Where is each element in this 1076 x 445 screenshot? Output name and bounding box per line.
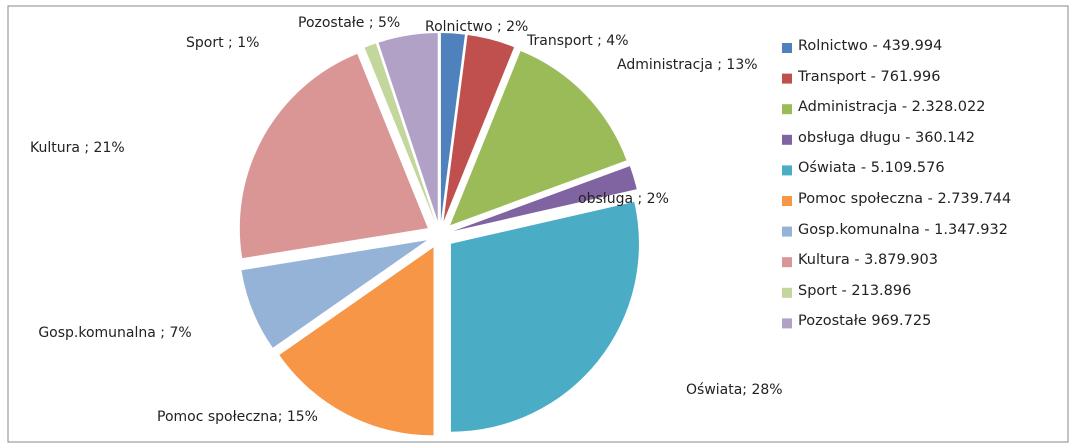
legend-swatch [782, 318, 792, 329]
legend-entry: Rolnictwo - 439.994 [798, 38, 943, 54]
legend-swatch [782, 43, 792, 53]
data-label: Sport ; 1% [186, 35, 260, 51]
data-label: Transport ; 4% [527, 33, 629, 49]
pie-slice [241, 240, 428, 348]
legend-swatch [782, 226, 792, 237]
legend-swatch [782, 196, 792, 206]
legend-entry: Oświata - 5.109.576 [798, 160, 945, 177]
pie-slice [450, 201, 639, 432]
pie-slice [450, 51, 627, 226]
data-label: Administracja ; 13% [617, 57, 758, 73]
data-label: Oświata; 28% [686, 382, 783, 398]
data-label: Pomoc społeczna; 15% [157, 409, 318, 425]
legend-entry: Administracja - 2.328.022 [798, 99, 986, 116]
data-label: Kultura ; 21% [30, 140, 125, 156]
data-label: Pozostałe ; 5% [298, 15, 401, 31]
legend-swatch [782, 104, 792, 115]
legend-swatch [782, 257, 792, 268]
pie-slice [239, 53, 428, 259]
legend-swatch [782, 287, 792, 298]
pie-slice [453, 166, 637, 232]
legend-entry: obsługa długu - 360.142 [798, 129, 975, 146]
pie-slice [378, 33, 438, 222]
pie-slice [443, 35, 515, 222]
data-label: obsługa ; 2% [578, 191, 669, 207]
legend-entry: Pomoc społeczna - 2.739.744 [798, 191, 1012, 207]
pie-slice [279, 247, 434, 436]
legend-entry: Transport - 761.996 [798, 68, 941, 85]
pie-slice [364, 43, 436, 222]
pie-slice [440, 33, 465, 222]
legend-entry: Sport - 213.896 [798, 282, 912, 299]
legend-entry: Kultura - 3.879.903 [798, 252, 938, 269]
legend-entry: Pozostałe 969.725 [798, 313, 932, 330]
data-label: Rolnictwo ; 2% [425, 19, 529, 35]
legend-swatch [782, 165, 792, 176]
data-label: Gosp.komunalna ; 7% [38, 325, 192, 341]
legend-swatch [782, 134, 792, 145]
legend-entry: Gosp.komunalna - 1.347.932 [798, 221, 1008, 238]
legend-swatch [782, 73, 792, 84]
